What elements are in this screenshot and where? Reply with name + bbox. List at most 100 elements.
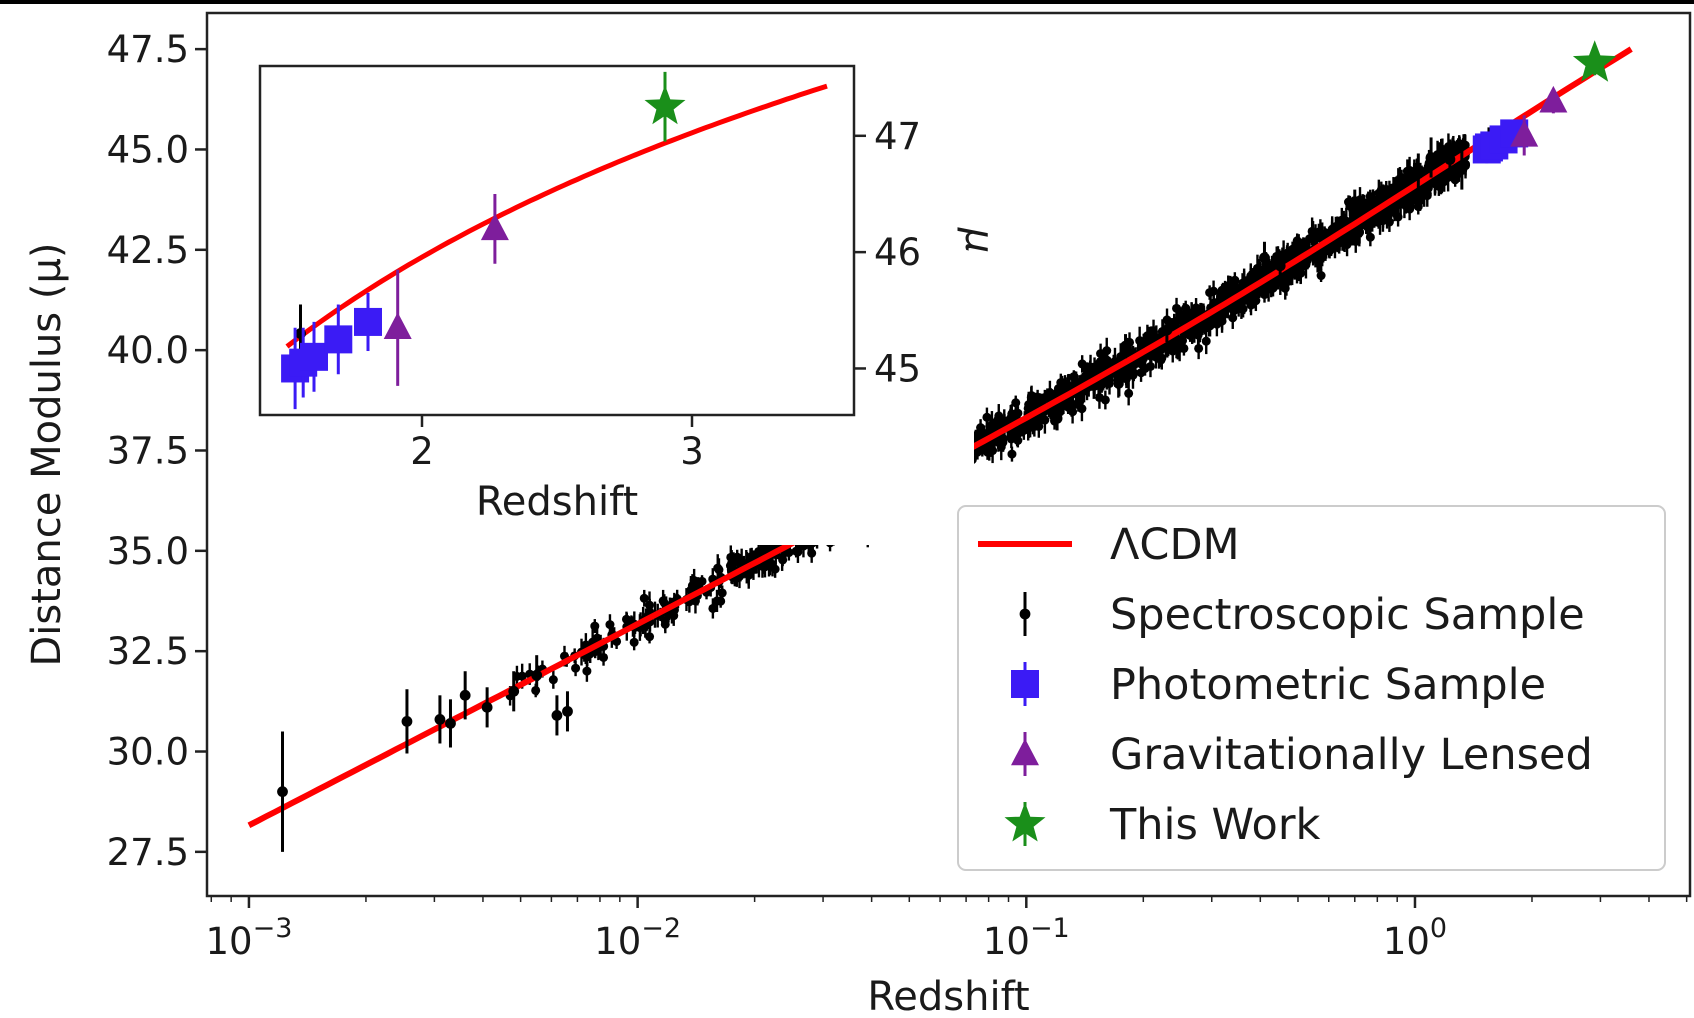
x-tick-exponent: −3 (253, 913, 293, 944)
inset-axes-frame (258, 64, 856, 417)
spectroscopic-point (1097, 379, 1107, 389)
x-axis-title: Redshift (867, 974, 1029, 1018)
legend-swatch-triangle (1011, 738, 1039, 766)
spectroscopic-point (1450, 175, 1460, 185)
spectroscopic-point (713, 563, 723, 573)
star-marker (1572, 40, 1617, 82)
spectroscopic-point (1449, 147, 1459, 157)
inset-triangle-marker (480, 213, 509, 241)
x-tick-base: 10 (205, 920, 252, 963)
circle-marker (508, 685, 520, 697)
x-tick-exponent: −1 (1030, 913, 1070, 944)
spectroscopic-point (1246, 300, 1256, 310)
spectroscopic-point (778, 555, 788, 565)
spectroscopic-point (766, 559, 776, 569)
inset-square-marker (300, 342, 328, 371)
y-tick-label: 27.5 (107, 831, 189, 874)
circle-marker (1456, 164, 1468, 175)
spectroscopic-point (1191, 303, 1201, 313)
circle-marker (1444, 154, 1456, 165)
y-tick-label: 47.5 (107, 28, 189, 71)
inset-x-tick-label: 3 (680, 430, 704, 473)
spectroscopic-point (1094, 392, 1104, 402)
spectroscopic-point (1168, 346, 1178, 356)
x-tick-base: 10 (594, 920, 641, 963)
spectroscopic-point (1221, 286, 1231, 296)
y-axis-title: Distance Modulus (μ) (24, 242, 70, 666)
x-tick-exponent: −2 (641, 913, 681, 944)
x-tick-label: 100 (1383, 913, 1447, 963)
circle-marker (481, 701, 493, 713)
spectroscopic-point (599, 652, 609, 662)
legend-swatch-star (1004, 802, 1046, 842)
triangle-marker (1510, 120, 1539, 147)
x-tick-exponent: 0 (1430, 913, 1447, 944)
spectroscopic-point (1157, 353, 1167, 363)
inset-x-tick-label: 2 (410, 430, 434, 473)
y-tick-label: 45.0 (107, 128, 189, 171)
spectroscopic-point (1146, 334, 1156, 344)
spectroscopic-point (590, 621, 600, 631)
spectroscopic-point (1033, 394, 1043, 404)
spectroscopic-point (982, 412, 992, 422)
legend-entry-label: Spectroscopic Sample (1110, 590, 1585, 640)
circle-marker (445, 718, 456, 729)
spectroscopic-point (1320, 246, 1330, 256)
spectroscopic-point (1124, 388, 1134, 398)
circle-marker (1120, 340, 1131, 352)
legend-entry-label: This Work (1109, 800, 1321, 850)
spectroscopic-point (605, 620, 615, 630)
spectroscopic-point (582, 666, 592, 676)
legend-entry-label: ΛCDM (1110, 520, 1240, 570)
circle-marker (401, 716, 413, 727)
spectroscopic-point (1209, 286, 1219, 296)
y-tick-label: 32.5 (107, 630, 189, 673)
spectroscopic-point (1006, 434, 1016, 444)
spectroscopic-point (1073, 400, 1083, 410)
spectroscopic-point (1201, 336, 1211, 346)
circle-marker (277, 786, 288, 798)
spectroscopic-point (1047, 406, 1057, 416)
spectroscopic-point (1189, 329, 1199, 339)
spectroscopic-point (784, 548, 794, 558)
spectroscopic-point (1090, 365, 1100, 375)
y-tick-label: 42.5 (107, 229, 189, 272)
spectroscopic-point (1069, 372, 1079, 382)
spectroscopic-point (708, 603, 718, 613)
circle-marker (1259, 252, 1270, 264)
inset-square-marker (354, 307, 382, 336)
spectroscopic-point (659, 598, 669, 608)
inset-y-tick-label: 45 (874, 347, 921, 390)
spectroscopic-point (1316, 271, 1326, 281)
circle-marker (531, 669, 543, 681)
y-tick-label: 30.0 (107, 731, 189, 774)
x-tick-base: 10 (983, 920, 1030, 963)
spectroscopic-point (1007, 449, 1017, 459)
spectroscopic-point (760, 542, 770, 552)
legend-box (957, 505, 1666, 871)
spectroscopic-point (716, 596, 726, 606)
x-tick-label: 10−3 (205, 913, 292, 963)
spectroscopic-point (986, 441, 996, 451)
circle-marker (551, 709, 563, 721)
spectroscopic-point (1239, 296, 1249, 306)
circle-marker (459, 689, 471, 701)
inset-plot: 2 3 45 46 47 Redshift μ (220, 56, 1002, 545)
inset-y-tick-label: 47 (874, 115, 921, 158)
spectroscopic-point (548, 675, 558, 685)
y-tick-label: 40.0 (107, 329, 189, 372)
circle-marker (1425, 152, 1437, 163)
spectroscopic-point (629, 637, 639, 647)
spectroscopic-point (1136, 359, 1146, 369)
spectroscopic-point (994, 416, 1004, 426)
circle-marker (1051, 412, 1063, 424)
legend: ΛCDM Spectroscopic Sample Photometric Samp… (957, 505, 1666, 871)
circle-marker (1412, 168, 1424, 179)
spectroscopic-point (727, 559, 737, 569)
y-tick-label: 35.0 (107, 530, 189, 573)
spectroscopic-point (571, 663, 581, 673)
spectroscopic-point (1295, 240, 1305, 250)
spectroscopic-point (1181, 303, 1191, 313)
